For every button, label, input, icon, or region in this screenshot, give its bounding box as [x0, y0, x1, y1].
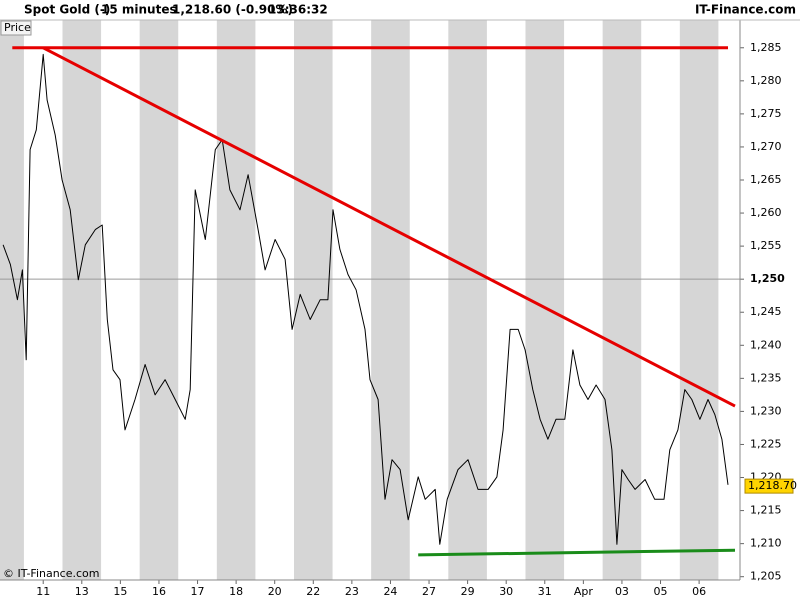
- y-tick-label: 1,245: [750, 305, 782, 318]
- trend-line: [42, 46, 736, 408]
- x-tick-label: 27: [422, 585, 436, 598]
- x-tick-label: 22: [306, 585, 320, 598]
- y-tick-label: 1,225: [750, 437, 782, 450]
- footer: © IT-Finance.com: [3, 567, 100, 580]
- y-tick-label: 1,280: [750, 74, 782, 87]
- x-tick-label: 06: [692, 585, 706, 598]
- y-tick-label: 1,250: [750, 272, 785, 285]
- y-tick-label: 1,210: [750, 537, 782, 550]
- quote: 1,218.60 (-0.90%): [172, 3, 293, 17]
- interval: 15 minutes: [101, 3, 177, 17]
- x-tick-label: 30: [499, 585, 513, 598]
- y-tick-label: 1,255: [750, 239, 782, 252]
- last-value-box: [744, 478, 794, 494]
- y-tick-label: 1,275: [750, 107, 782, 120]
- x-tick-label: 29: [461, 585, 475, 598]
- x-tick-label: 05: [654, 585, 668, 598]
- day-band: [602, 20, 642, 580]
- x-tick-label: 16: [152, 585, 166, 598]
- time: 13:36:32: [268, 3, 328, 17]
- price-line: [2, 53, 729, 545]
- y-tick-label: 1,240: [750, 338, 782, 351]
- trend-line: [418, 548, 736, 557]
- y-tick-label: 1,270: [750, 140, 782, 153]
- day-band: [62, 20, 102, 580]
- y-tick-label: 1,265: [750, 173, 782, 186]
- y-tick-label: 1,285: [750, 41, 782, 54]
- x-tick-label: 15: [113, 585, 127, 598]
- x-tick-label: 17: [191, 585, 205, 598]
- y-label: Price: [4, 21, 31, 34]
- day-band: [0, 20, 24, 580]
- y-tick-label: 1,205: [750, 570, 782, 583]
- last-value-label: 1,218.70: [748, 479, 797, 492]
- x-tick-label: 11: [36, 585, 50, 598]
- y-tick-label: 1,235: [750, 371, 782, 384]
- day-band: [679, 20, 719, 580]
- chart-title: Spot Gold (-): [24, 3, 110, 17]
- x-tick-label: 31: [538, 585, 552, 598]
- x-tick-label: 18: [229, 585, 243, 598]
- day-band: [448, 20, 487, 580]
- x-tick-label: Apr: [574, 585, 594, 598]
- source: IT-Finance.com: [695, 3, 796, 17]
- day-band: [139, 20, 179, 580]
- x-tick-label: 20: [268, 585, 282, 598]
- day-band: [216, 20, 256, 580]
- x-tick-label: 23: [345, 585, 359, 598]
- y-tick-label: 1,215: [750, 504, 782, 517]
- x-tick-label: 13: [75, 585, 89, 598]
- y-tick-label: 1,230: [750, 404, 782, 417]
- x-tick-label: 03: [615, 585, 629, 598]
- y-tick-label: 1,260: [750, 206, 782, 219]
- y-label-box: [0, 20, 32, 36]
- x-tick-label: 24: [383, 585, 397, 598]
